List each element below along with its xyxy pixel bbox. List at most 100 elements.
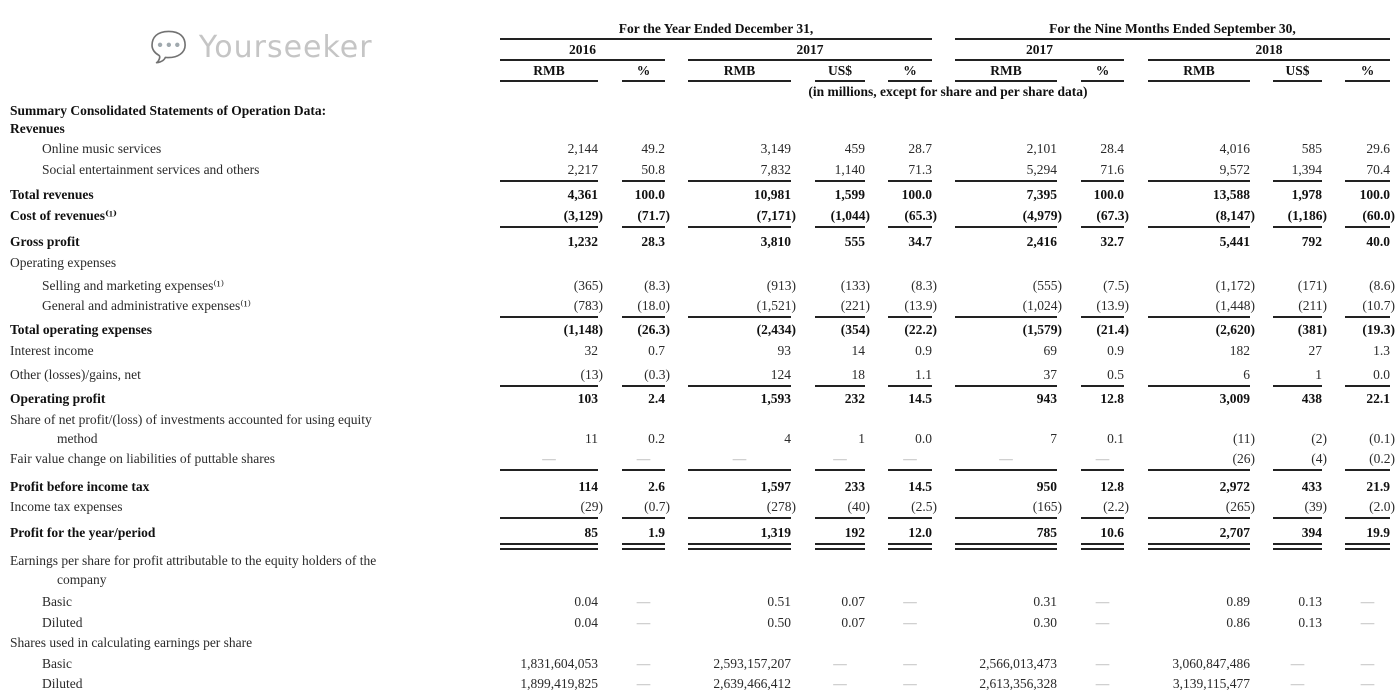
underline	[1148, 385, 1250, 387]
table-cell: 114	[578, 479, 598, 494]
underline	[1345, 316, 1390, 318]
table-cell: (1,186)	[1287, 208, 1327, 223]
underline	[1148, 543, 1250, 550]
underline	[1273, 226, 1322, 228]
table-cell: 394	[1301, 525, 1322, 540]
underline	[622, 543, 665, 550]
table-cell: 459	[844, 141, 865, 156]
table-cell: 21.9	[1366, 479, 1390, 494]
table-cell: 11	[585, 431, 598, 446]
underline	[1081, 80, 1124, 82]
underline	[500, 80, 598, 82]
column-header: RMB	[723, 63, 756, 78]
underline	[815, 80, 865, 82]
table-cell: (265)	[1225, 499, 1255, 514]
underline	[500, 180, 598, 182]
table-cell: (10.7)	[1362, 298, 1395, 313]
table-cell: 438	[1301, 391, 1322, 406]
table-cell: 0.51	[767, 594, 791, 609]
row-label: method	[57, 431, 98, 446]
table-cell: 12.0	[908, 525, 932, 540]
table-cell: (4)	[1311, 451, 1327, 466]
table-cell: (13)	[580, 367, 604, 382]
table-cell: 0.7	[648, 343, 665, 358]
table-cell: (0.1)	[1369, 431, 1395, 446]
table-cell: 32	[584, 343, 599, 358]
underline	[955, 180, 1057, 182]
table-cell: 0.9	[915, 343, 932, 358]
table-cell: 71.3	[908, 162, 932, 177]
underline	[1273, 180, 1322, 182]
table-cell: 0.31	[1033, 594, 1057, 609]
table-cell: 2.6	[648, 479, 665, 494]
table-cell: (1,521)	[756, 298, 796, 313]
table-cell: (0.3)	[644, 367, 670, 382]
table-cell: —	[999, 451, 1013, 466]
row-label: company	[57, 572, 107, 587]
table-cell: 2,707	[1219, 525, 1250, 540]
table-cell: (913)	[766, 278, 796, 293]
table-cell: (60.0)	[1362, 208, 1395, 223]
table-cell: 1,140	[834, 162, 865, 177]
table-cell: 29.6	[1366, 141, 1390, 156]
table-cell: 69	[1043, 343, 1058, 358]
table-cell: (39)	[1304, 499, 1328, 514]
underline	[500, 59, 665, 61]
underline	[1345, 517, 1390, 519]
row-label: Total operating expenses	[10, 322, 153, 337]
table-cell: 232	[844, 391, 865, 406]
table-cell: —	[732, 451, 747, 466]
table-cell: —	[903, 676, 917, 691]
underline	[888, 226, 932, 228]
column-header: %	[1095, 63, 1110, 78]
table-cell: 1,899,419,825	[520, 676, 598, 691]
table-cell: —	[542, 451, 556, 466]
table-cell: (65.3)	[904, 208, 937, 223]
row-label: Summary Consolidated Statements of Opera…	[10, 103, 327, 118]
table-cell: (211)	[1298, 298, 1327, 313]
row-label: Earnings per share for profit attributab…	[10, 553, 377, 568]
table-cell: (4,979)	[1022, 208, 1062, 223]
table-cell: (1,024)	[1022, 298, 1062, 313]
watermark-text: Yourseeker	[198, 30, 373, 65]
table-cell: —	[1095, 656, 1110, 671]
table-cell: 2,613,356,328	[979, 676, 1057, 691]
underline	[622, 316, 665, 318]
table-cell: 0.30	[1033, 615, 1057, 630]
table-cell: 34.7	[908, 234, 932, 249]
table-cell: 5,441	[1219, 234, 1250, 249]
underline	[955, 38, 1390, 40]
table-cell: 27	[1308, 343, 1323, 358]
underline	[1345, 80, 1390, 82]
underline	[622, 226, 665, 228]
table-cell: (2,620)	[1215, 322, 1255, 337]
table-cell: (1,579)	[1022, 322, 1062, 337]
table-cell: (21.4)	[1096, 322, 1129, 337]
table-cell: 192	[844, 525, 865, 540]
table-cell: 0.89	[1226, 594, 1250, 609]
table-cell: 32.7	[1100, 234, 1124, 249]
table-cell: 1,394	[1291, 162, 1322, 177]
table-cell: 100.0	[1093, 187, 1124, 202]
table-cell: (381)	[1297, 322, 1327, 337]
table-cell: 1.1	[915, 367, 932, 382]
table-cell: 7,395	[1026, 187, 1057, 202]
underline	[955, 517, 1057, 519]
table-cell: (18.0)	[637, 298, 670, 313]
table-cell: —	[636, 594, 651, 609]
underline	[815, 517, 865, 519]
table-cell: —	[903, 451, 917, 466]
table-cell: 3,009	[1219, 391, 1250, 406]
table-cell: —	[1095, 451, 1110, 466]
table-cell: (8,147)	[1215, 208, 1255, 223]
underline	[955, 385, 1057, 387]
table-cell: (8.3)	[644, 278, 670, 293]
underline	[815, 316, 865, 318]
underline	[1148, 80, 1250, 82]
table-cell: 10,981	[753, 187, 791, 202]
underline	[1148, 469, 1250, 471]
table-cell: —	[903, 615, 917, 630]
table-cell: 792	[1301, 234, 1322, 249]
underline	[1345, 180, 1390, 182]
table-cell: (2.5)	[911, 499, 937, 514]
